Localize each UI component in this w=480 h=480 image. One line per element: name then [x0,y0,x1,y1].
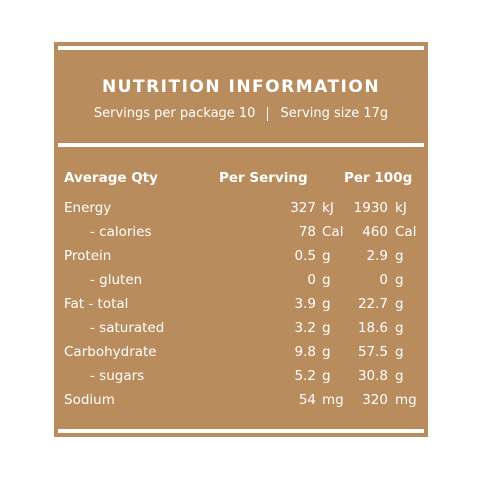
servings-per-package: Servings per package 10 [93,106,256,121]
bottom-divider [58,429,424,433]
per-serving-unit: g [322,296,331,312]
per-100g-value: 460 [362,224,388,240]
per-serving-unit: g [322,368,331,384]
table-row: Sodium 54 mg 320 mg [54,388,428,412]
per-serving-value: 78 [298,224,316,240]
per-100g-unit: g [395,320,404,336]
table-row: Protein 0.5 g 2.9 g [54,244,428,268]
per-100g-unit: g [395,296,404,312]
table-row: Energy 327 kJ 1930 kJ [54,196,428,220]
serving-size: Serving size 17g [280,106,389,121]
table-row: - gluten 0 g 0 g [54,268,428,292]
per-100g-unit: g [395,344,404,360]
per-serving-value: 0 [307,272,316,288]
row-label: - sugars [90,368,145,384]
per-100g-unit: g [395,368,404,384]
table-row: - sugars 5.2 g 30.8 g [54,364,428,388]
row-label: Energy [64,200,112,216]
per-serving-unit: mg [322,392,344,408]
row-label: - gluten [90,272,143,288]
table-row: Carbohydrate 9.8 g 57.5 g [54,340,428,364]
per-100g-unit: mg [395,392,417,408]
per-100g-value: 1930 [353,200,388,216]
per-100g-value: 18.6 [357,320,388,336]
per-100g-value: 2.9 [366,248,388,264]
row-label: Sodium [64,392,115,408]
per-serving-value: 327 [290,200,316,216]
row-label: - saturated [90,320,165,336]
per-100g-unit: Cal [395,224,417,240]
row-label: Carbohydrate [64,344,157,360]
header-average-qty: Average Qty [64,170,158,186]
per-100g-value: 0 [379,272,388,288]
per-serving-unit: kJ [322,200,334,216]
per-100g-value: 30.8 [357,368,388,384]
row-label: Fat - total [64,296,129,312]
per-serving-unit: g [322,344,331,360]
table-header-row: Average Qty Per Serving Per 100g [54,166,428,190]
nutrition-panel: NUTRITION INFORMATION Servings per packa… [54,42,428,437]
per-100g-unit: g [395,272,404,288]
per-serving-unit: g [322,248,331,264]
per-serving-unit: g [322,272,331,288]
per-100g-value: 320 [362,392,388,408]
per-serving-value: 0.5 [294,248,316,264]
panel-title: NUTRITION INFORMATION [101,77,381,97]
header-per-serving: Per Serving [219,170,308,186]
table-row: - calories 78 Cal 460 Cal [54,220,428,244]
per-100g-unit: g [395,248,404,264]
serving-info: Servings per package 10 Serving size 17g [54,105,428,123]
per-100g-value: 57.5 [357,344,388,360]
per-serving-value: 54 [298,392,316,408]
per-serving-value: 3.9 [294,296,316,312]
top-divider [58,46,424,50]
serving-info-separator [267,107,269,121]
row-label: - calories [90,224,152,240]
table-row: - saturated 3.2 g 18.6 g [54,316,428,340]
nutrition-table: Average Qty Per Serving Per 100g Energy … [54,166,428,412]
header-divider [58,143,424,147]
row-label: Protein [64,248,112,264]
per-100g-unit: kJ [395,200,407,216]
per-100g-value: 22.7 [357,296,388,312]
per-serving-unit: Cal [322,224,344,240]
table-row: Fat - total 3.9 g 22.7 g [54,292,428,316]
per-serving-unit: g [322,320,331,336]
per-serving-value: 3.2 [294,320,316,336]
per-serving-value: 5.2 [294,368,316,384]
header-per-100g: Per 100g [344,170,413,186]
per-serving-value: 9.8 [294,344,316,360]
